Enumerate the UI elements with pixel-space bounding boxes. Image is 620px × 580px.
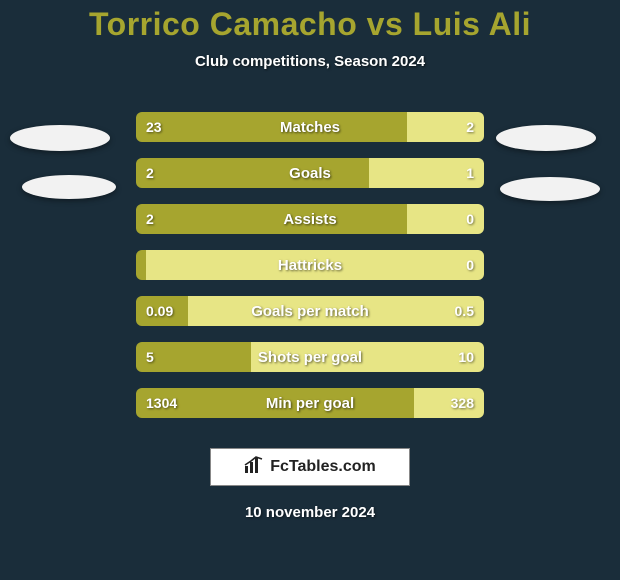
stat-row: 1304328Min per goal	[0, 380, 620, 426]
comparison-card: Torrico Camacho vs Luis Ali Club competi…	[0, 0, 620, 580]
stat-left-value: 2	[136, 158, 369, 188]
stats-bars: 232Matches21Goals20Assists00Hattricks0.0…	[0, 104, 620, 426]
stat-bar-track: 20	[136, 204, 484, 234]
stat-left-value: 0	[136, 250, 146, 280]
stat-bar-track: 510	[136, 342, 484, 372]
stat-bar-track: 232	[136, 112, 484, 142]
stat-row: 0.090.5Goals per match	[0, 288, 620, 334]
stat-row: 21Goals	[0, 150, 620, 196]
stat-left-value: 0.09	[136, 296, 188, 326]
stat-right-value: 0.5	[188, 296, 484, 326]
stat-right-value: 0	[407, 204, 484, 234]
stat-row: 232Matches	[0, 104, 620, 150]
stat-row: 00Hattricks	[0, 242, 620, 288]
stat-left-value: 1304	[136, 388, 414, 418]
stat-left-value: 2	[136, 204, 407, 234]
stat-right-value: 2	[407, 112, 484, 142]
stat-right-value: 0	[146, 250, 484, 280]
stat-right-value: 10	[251, 342, 484, 372]
stat-right-value: 1	[369, 158, 484, 188]
stat-bar-track: 21	[136, 158, 484, 188]
stat-bar-track: 0.090.5	[136, 296, 484, 326]
source-badge-text: FcTables.com	[270, 458, 376, 476]
stat-bar-track: 1304328	[136, 388, 484, 418]
subtitle: Club competitions, Season 2024	[0, 53, 620, 70]
page-title: Torrico Camacho vs Luis Ali	[0, 6, 620, 43]
date-text: 10 november 2024	[0, 504, 620, 521]
stat-left-value: 5	[136, 342, 251, 372]
stat-row: 20Assists	[0, 196, 620, 242]
stat-right-value: 328	[414, 388, 484, 418]
bars-icon	[244, 456, 264, 479]
source-badge[interactable]: FcTables.com	[210, 448, 410, 486]
stat-left-value: 23	[136, 112, 407, 142]
stat-row: 510Shots per goal	[0, 334, 620, 380]
stat-bar-track: 00	[136, 250, 484, 280]
